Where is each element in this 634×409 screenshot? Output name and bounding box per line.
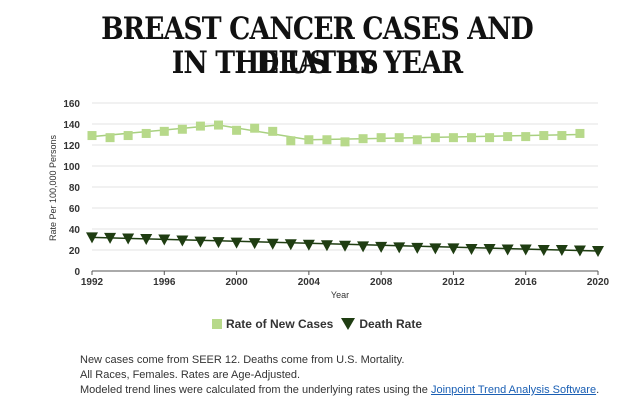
new-cases-point bbox=[485, 133, 495, 143]
legend-item-new-cases[interactable]: Rate of New Cases bbox=[211, 317, 334, 331]
new-cases-point bbox=[159, 126, 169, 136]
x-tick-label: 2004 bbox=[298, 277, 321, 288]
new-cases-point bbox=[412, 135, 422, 145]
death-rate-point bbox=[411, 242, 424, 254]
x-tick-label: 2000 bbox=[225, 277, 248, 288]
new-cases-point bbox=[467, 133, 476, 143]
new-cases-point bbox=[503, 132, 513, 142]
note-source-line: New cases come from SEER 12. Deaths come… bbox=[80, 354, 405, 366]
death-rate-point bbox=[248, 238, 261, 250]
chart-title-line-1: BREAST CANCER CASES AND DEATHS bbox=[101, 11, 534, 81]
death-rate-point bbox=[555, 245, 568, 256]
x-tick-label: 1996 bbox=[153, 277, 176, 288]
death-rate-point bbox=[429, 243, 442, 255]
death-rate-point bbox=[465, 243, 478, 255]
square-marker-icon bbox=[211, 319, 222, 329]
y-tick-label: 160 bbox=[63, 99, 80, 110]
new-cases-point bbox=[322, 135, 332, 145]
axes: 0 20 40 60 80 100 120 140 160 1992 1996 2000 2004 200… bbox=[63, 99, 609, 288]
y-tick-label: 80 bbox=[69, 183, 81, 194]
death-rate-point bbox=[339, 240, 351, 252]
y-tick-label: 20 bbox=[69, 246, 81, 257]
y-tick-label: 100 bbox=[63, 162, 80, 173]
new-cases-point bbox=[358, 134, 368, 144]
note-population-line: All Races, Females. Rates are Age-Adjust… bbox=[80, 369, 301, 381]
note-trend-text: Modeled trend lines were calculated from… bbox=[80, 384, 431, 396]
legend-label-new-cases: Rate of New Cases bbox=[225, 317, 334, 331]
death-rate-point bbox=[447, 243, 460, 255]
chart-title-line-2: IN THE US BY YEAR bbox=[171, 45, 463, 81]
new-cases-point bbox=[340, 137, 350, 147]
death-rate-point bbox=[158, 234, 171, 246]
new-cases-point bbox=[250, 123, 260, 133]
new-cases-point bbox=[448, 133, 458, 143]
death-rate-point bbox=[592, 246, 604, 258]
death-rate-point bbox=[375, 241, 388, 253]
new-cases-point bbox=[304, 135, 314, 145]
legend-item-death-rate[interactable]: Death Rate bbox=[341, 317, 422, 331]
death-rate-point bbox=[537, 245, 550, 256]
y-axis-label: Rate Per 100,000 Persons bbox=[48, 134, 58, 241]
new-cases-point bbox=[521, 132, 531, 142]
x-tick-label: 2016 bbox=[515, 277, 538, 288]
chart-legend: Rate of New Cases Death Rate bbox=[0, 317, 634, 331]
new-cases-point bbox=[141, 128, 151, 138]
joinpoint-software-link[interactable]: Joinpoint Trend Analysis Software bbox=[430, 384, 597, 396]
x-tick-label: 2008 bbox=[370, 277, 393, 288]
death-rate-point bbox=[212, 237, 225, 249]
death-rate-point bbox=[176, 235, 189, 247]
death-rate-point bbox=[194, 236, 207, 248]
death-rate-point bbox=[266, 238, 279, 250]
new-cases-point bbox=[268, 126, 278, 136]
death-rate-point bbox=[284, 239, 297, 251]
death-rate-point bbox=[122, 233, 135, 245]
triangle-down-marker-icon bbox=[341, 318, 356, 330]
death-rate-point bbox=[357, 241, 370, 253]
new-cases-point bbox=[376, 133, 386, 143]
x-tick-label: 1992 bbox=[81, 277, 104, 288]
new-cases-point bbox=[214, 120, 223, 130]
death-rate-point bbox=[86, 232, 98, 244]
x-tick-label: 2012 bbox=[442, 277, 465, 288]
new-cases-point bbox=[177, 124, 187, 134]
new-cases-point bbox=[232, 125, 242, 135]
series bbox=[86, 120, 604, 258]
note-trend-suffix: . bbox=[596, 384, 600, 396]
note-trend-line: Modeled trend lines were calculated from… bbox=[80, 383, 599, 398]
y-tick-label: 120 bbox=[63, 141, 80, 152]
new-cases-point bbox=[87, 131, 97, 141]
x-tick-label: 2020 bbox=[587, 277, 610, 288]
death-rate-point bbox=[302, 239, 315, 251]
death-rate-point bbox=[483, 243, 496, 255]
death-rate-point bbox=[519, 244, 532, 256]
x-axis-label: Year bbox=[331, 290, 349, 300]
death-rate-point bbox=[320, 240, 333, 252]
death-rate-point bbox=[104, 232, 117, 244]
new-cases-point bbox=[286, 136, 296, 146]
new-cases-point bbox=[575, 128, 585, 138]
y-tick-label: 140 bbox=[63, 120, 80, 131]
chart-notes: New cases come from SEER 12. Deaths come… bbox=[80, 353, 599, 398]
y-tick-label: 0 bbox=[74, 267, 80, 278]
new-cases-point bbox=[105, 133, 115, 143]
new-cases-point bbox=[557, 131, 567, 141]
death-rate-point bbox=[230, 237, 243, 249]
death-rate-point bbox=[393, 242, 406, 254]
y-tick-label: 60 bbox=[69, 204, 81, 215]
new-cases-point bbox=[430, 133, 440, 143]
death-rate-point bbox=[140, 233, 153, 245]
new-cases-trend-line bbox=[91, 124, 580, 141]
new-cases-point bbox=[195, 121, 205, 131]
y-tick-label: 40 bbox=[69, 225, 81, 236]
legend-label-death-rate: Death Rate bbox=[359, 317, 423, 331]
death-rate-point bbox=[573, 245, 586, 257]
new-cases-point bbox=[539, 131, 549, 141]
new-cases-point bbox=[394, 133, 404, 143]
new-cases-point bbox=[123, 131, 133, 141]
death-rate-point bbox=[501, 244, 514, 256]
